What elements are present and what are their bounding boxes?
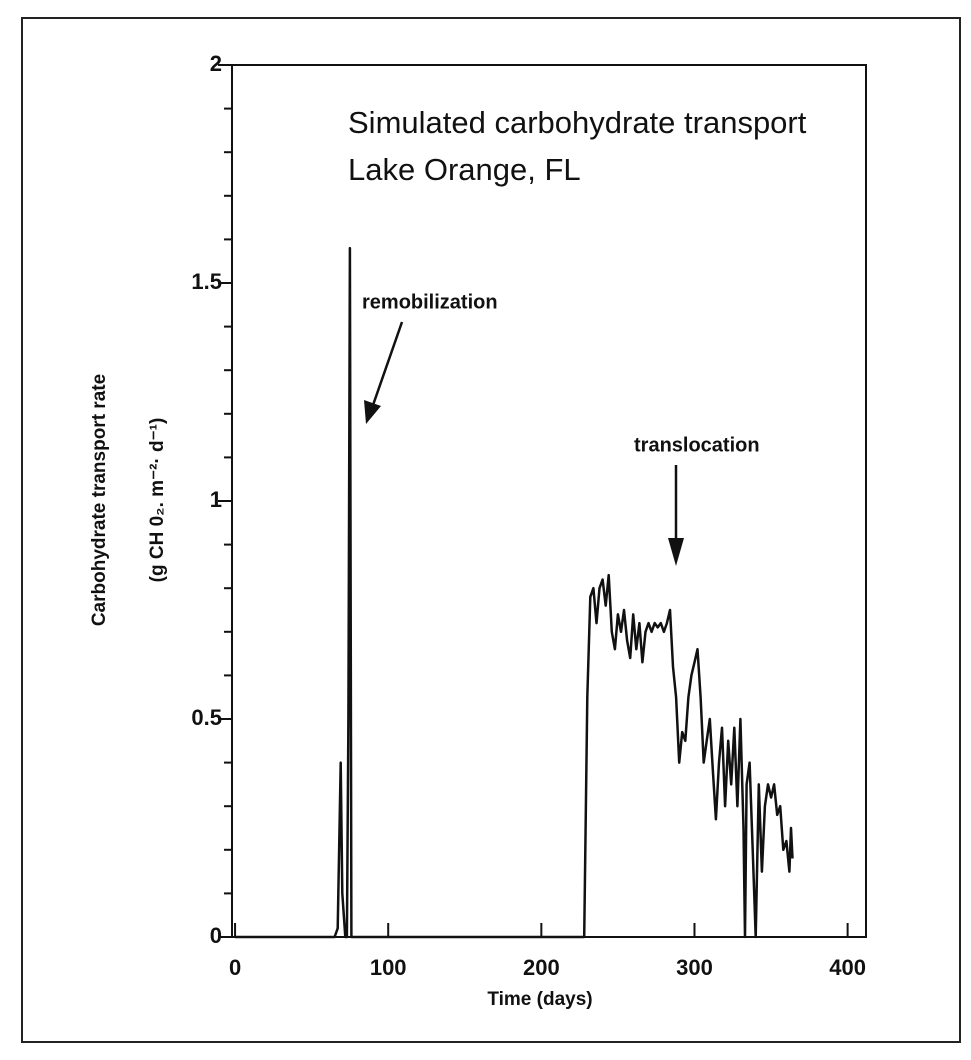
arrow-head bbox=[364, 400, 381, 424]
y-tick-label: 0 bbox=[210, 923, 222, 948]
x-tick-label: 100 bbox=[370, 955, 407, 980]
x-tick-label: 400 bbox=[829, 955, 866, 980]
x-tick-label: 300 bbox=[676, 955, 713, 980]
x-axis-label: Time (days) bbox=[487, 989, 592, 1010]
arrow bbox=[370, 321, 404, 409]
plot-frame bbox=[231, 64, 867, 938]
arrow-head bbox=[668, 538, 684, 566]
x-tick-label: 200 bbox=[523, 955, 560, 980]
annotation: remobilization bbox=[362, 291, 498, 313]
y-tick-label: 1.5 bbox=[191, 269, 222, 294]
chart-title: Simulated carbohydrate transport bbox=[348, 105, 807, 140]
frame bbox=[21, 17, 961, 1043]
y-tick-label: 1 bbox=[210, 487, 222, 512]
x-tick-label: 0 bbox=[229, 955, 241, 980]
y-tick-label: 0.5 bbox=[191, 705, 222, 730]
y-tick-label: 2 bbox=[210, 51, 222, 76]
annotation: translocation bbox=[634, 434, 760, 456]
data-line bbox=[235, 246, 794, 939]
y-axis-label: (g CH 0₂. m⁻²· d⁻¹) bbox=[147, 418, 168, 583]
chart-subtitle: Lake Orange, FL bbox=[348, 152, 581, 187]
y-axis-label: Carbohydrate transport rate bbox=[89, 374, 110, 626]
